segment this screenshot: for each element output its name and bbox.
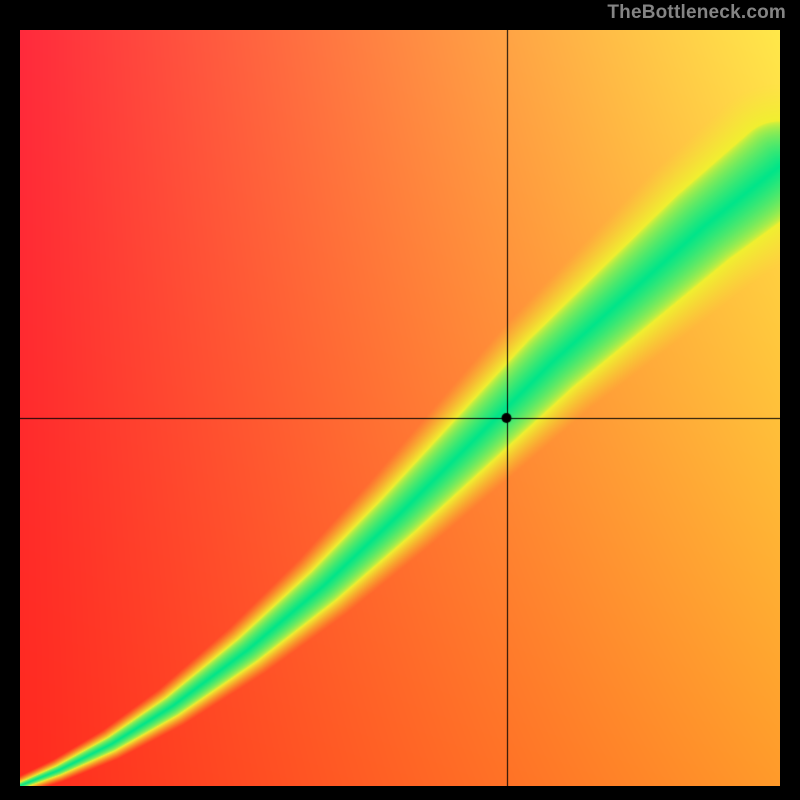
watermark-text: TheBottleneck.com: [607, 2, 786, 24]
crosshair-overlay: [20, 30, 780, 786]
chart-stage: TheBottleneck.com: [0, 0, 800, 800]
